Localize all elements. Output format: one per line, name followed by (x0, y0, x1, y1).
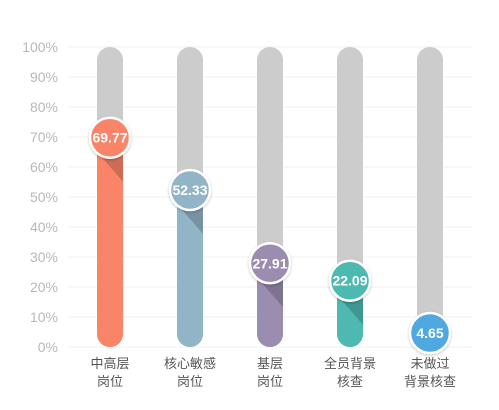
y-tick-label: 0% (38, 339, 58, 355)
y-tick-label: 30% (30, 249, 58, 265)
bar-fill-group (97, 137, 123, 347)
x-tick-label-line: 未做过 (410, 357, 449, 372)
y-tick-label: 40% (30, 219, 58, 235)
x-tick-label-line: 岗位 (177, 375, 203, 390)
value-bubble (328, 259, 372, 302)
x-tick-label: 全员背景核查 (324, 356, 376, 390)
y-tick-label: 20% (30, 279, 58, 295)
value-bubble (408, 311, 452, 355)
bar (97, 137, 123, 347)
bar-group: 27.91 (248, 47, 292, 347)
value-bubble (248, 242, 292, 285)
x-tick-label: 未做过背景核查 (404, 357, 456, 390)
x-tick-label: 中高层岗位 (90, 356, 129, 390)
x-tick-label-line: 基层 (257, 357, 283, 372)
x-tick-label-line: 岗位 (257, 375, 283, 390)
x-tick-label-line: 岗位 (97, 375, 123, 390)
y-tick-label: 60% (30, 159, 58, 175)
y-tick-label: 100% (22, 39, 58, 55)
bar-fold-shadow (257, 277, 283, 308)
x-tick-label: 核心敏感岗位 (164, 356, 216, 390)
y-axis-ticks: 0% 10% 20% 30% 40% 50% 60% 70% 80% 90% 100% (22, 39, 58, 355)
y-tick-label: 80% (30, 99, 58, 115)
x-tick-label: 基层岗位 (257, 357, 283, 390)
bar-track (417, 47, 443, 347)
bar-group: 52.33 (168, 47, 212, 347)
bar-fold-shadow (337, 294, 363, 325)
bar-fold-shadow (177, 204, 203, 235)
y-tick-label: 50% (30, 189, 58, 205)
value-bubble (168, 168, 212, 212)
bar (177, 190, 203, 347)
data-label: 27.91 (252, 255, 287, 271)
bar-group: 69.77 (88, 47, 132, 347)
x-tick-label-line: 背景核查 (404, 375, 456, 390)
value-bubble (88, 116, 132, 159)
x-tick-label-line: 核查 (337, 375, 363, 390)
bar-fold-shadow (97, 151, 123, 182)
data-label: 22.09 (332, 273, 367, 289)
y-tick-label: 90% (30, 69, 58, 85)
x-tick-label-line: 全员背景 (324, 356, 376, 372)
y-tick-label: 70% (30, 129, 58, 145)
y-tick-label: 10% (30, 309, 58, 325)
bar-fill-group (177, 190, 203, 347)
bar-group: 4.65 (408, 47, 452, 355)
data-label: 52.33 (172, 182, 207, 198)
bar-group: 22.09 (328, 47, 372, 347)
x-tick-label-line: 核心敏感 (164, 356, 216, 372)
x-tick-label-line: 中高层 (90, 356, 129, 372)
data-label: 4.65 (416, 325, 443, 341)
data-label: 69.77 (92, 130, 127, 146)
